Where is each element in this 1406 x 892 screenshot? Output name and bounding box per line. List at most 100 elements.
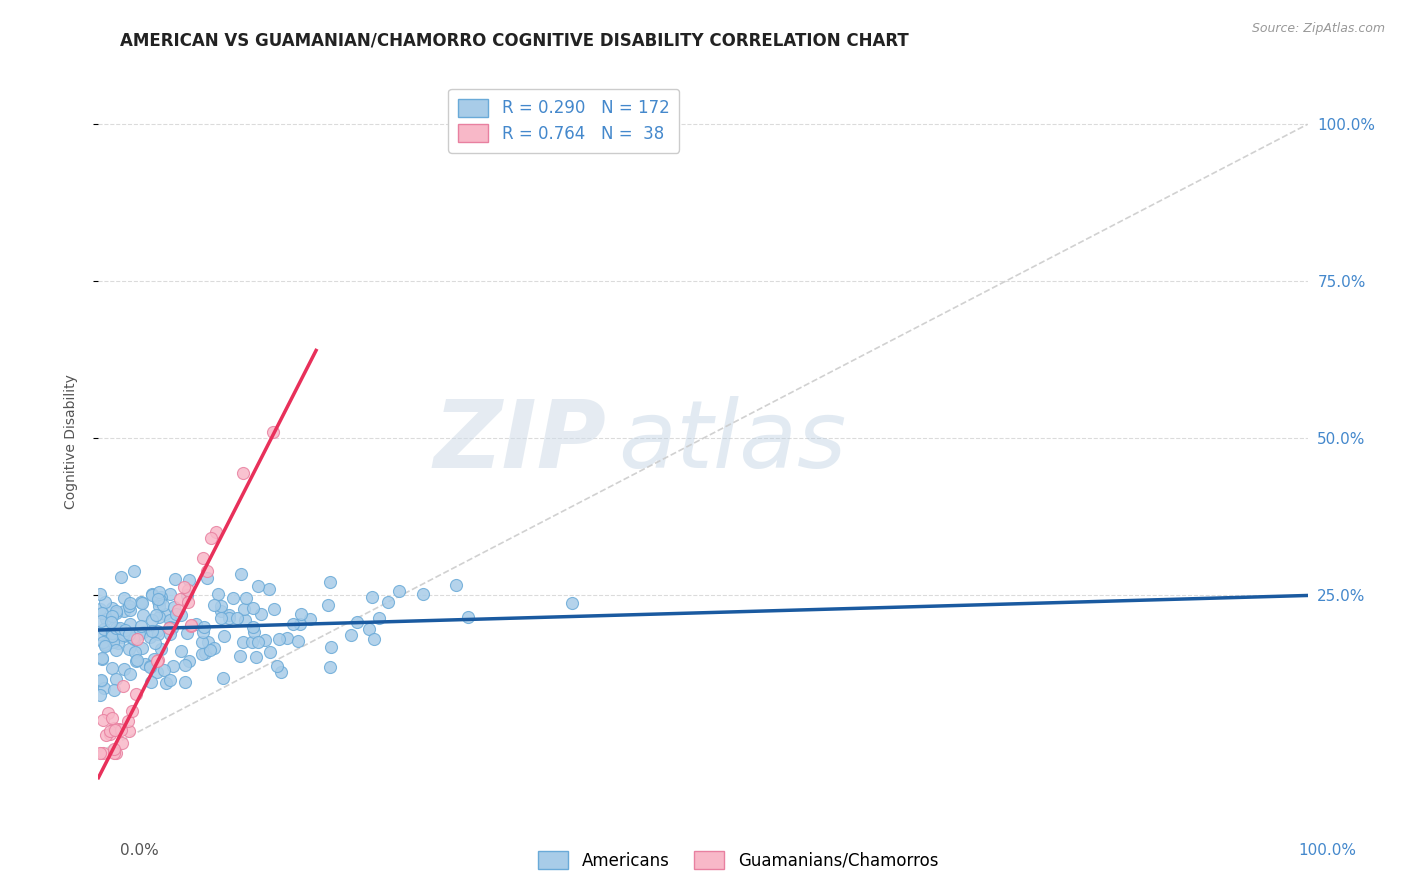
Point <box>177 654 200 668</box>
Point <box>159 627 181 641</box>
Point <box>94 612 117 626</box>
Point <box>246 579 269 593</box>
Point <box>240 635 263 649</box>
Point <box>121 704 143 718</box>
Point <box>145 624 167 638</box>
Point <box>90 606 112 620</box>
Point <box>98 723 121 738</box>
Point <box>193 620 215 634</box>
Point <box>105 621 128 635</box>
Point <box>91 746 114 760</box>
Point <box>90 651 112 665</box>
Point <box>111 630 134 644</box>
Point <box>104 606 127 620</box>
Point <box>131 641 153 656</box>
Point <box>145 665 167 679</box>
Point <box>270 665 292 680</box>
Point <box>145 607 167 622</box>
Point <box>146 654 169 668</box>
Point <box>107 636 129 650</box>
Point <box>170 608 193 623</box>
Point <box>89 688 111 702</box>
Point <box>152 664 174 678</box>
Point <box>157 621 180 635</box>
Point <box>200 531 222 545</box>
Point <box>118 616 141 631</box>
Point <box>263 601 285 615</box>
Point <box>179 573 201 587</box>
Point <box>134 657 156 671</box>
Point <box>146 627 169 641</box>
Point <box>104 723 127 737</box>
Point <box>110 570 132 584</box>
Point <box>257 582 280 596</box>
Point <box>290 607 312 621</box>
Point <box>94 637 117 651</box>
Point <box>214 629 236 643</box>
Point <box>112 604 135 618</box>
Point <box>100 625 122 640</box>
Point <box>141 587 163 601</box>
Point <box>288 616 311 631</box>
Point <box>245 650 267 665</box>
Point <box>108 722 131 736</box>
Point <box>173 658 195 673</box>
Point <box>118 642 141 657</box>
Point <box>127 632 149 646</box>
Point <box>191 624 214 639</box>
Point <box>218 611 240 625</box>
Point <box>246 634 269 648</box>
Point <box>103 746 125 760</box>
Point <box>139 630 162 644</box>
Point <box>388 583 411 598</box>
Point <box>103 626 125 640</box>
Point <box>262 425 284 439</box>
Point <box>319 660 342 674</box>
Point <box>152 599 174 613</box>
Point <box>191 634 214 648</box>
Point <box>149 592 172 607</box>
Point <box>173 580 195 594</box>
Point <box>89 602 111 616</box>
Point <box>94 595 117 609</box>
Point <box>444 577 467 591</box>
Point <box>165 573 187 587</box>
Point <box>146 592 169 607</box>
Point <box>141 613 163 627</box>
Point <box>249 607 271 622</box>
Text: Source: ZipAtlas.com: Source: ZipAtlas.com <box>1251 22 1385 36</box>
Point <box>360 590 382 604</box>
Point <box>90 673 112 687</box>
Point <box>319 640 342 654</box>
Point <box>233 602 256 616</box>
Point <box>91 713 114 727</box>
Point <box>118 724 141 739</box>
Point <box>221 591 243 606</box>
Point <box>198 642 221 657</box>
Point <box>132 608 155 623</box>
Point <box>122 631 145 645</box>
Point <box>148 609 170 624</box>
Point <box>104 643 127 657</box>
Point <box>118 603 141 617</box>
Point <box>89 587 111 601</box>
Point <box>191 647 214 661</box>
Point <box>132 625 155 640</box>
Point <box>120 630 142 644</box>
Point <box>159 673 181 688</box>
Point <box>155 676 177 690</box>
Point <box>128 626 150 640</box>
Point <box>159 613 181 627</box>
Point <box>118 627 141 641</box>
Point <box>233 613 256 627</box>
Point <box>89 626 111 640</box>
Point <box>143 636 166 650</box>
Point <box>266 658 288 673</box>
Point <box>232 466 254 480</box>
Point <box>110 723 132 738</box>
Point <box>167 602 190 616</box>
Point <box>165 607 187 621</box>
Point <box>94 640 117 654</box>
Point <box>139 659 162 673</box>
Point <box>412 587 434 601</box>
